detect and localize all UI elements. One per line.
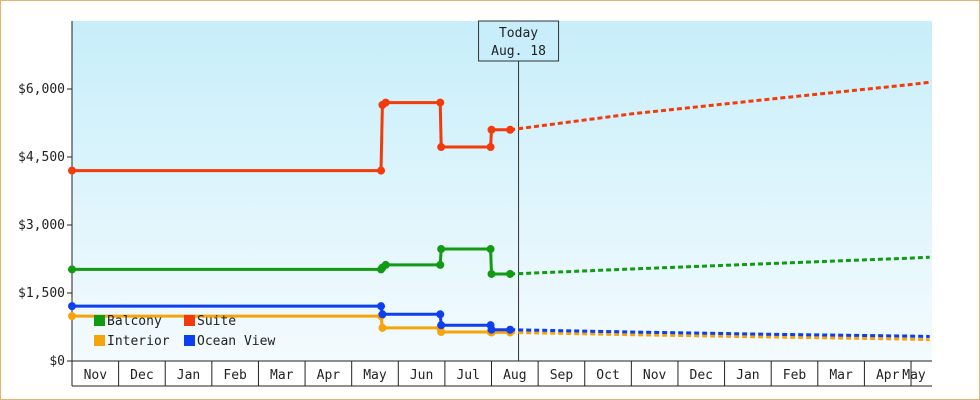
x-tick-label: Feb [223,368,247,383]
data-point-balcony [436,260,445,269]
data-point-balcony [381,260,390,269]
forecast-line-suite [510,80,930,132]
data-point-suite [487,125,496,134]
data-point-ocean-view [68,302,76,311]
x-tick-label: Apr [317,368,341,383]
data-point-suite [437,143,446,152]
x-tick-label: May [902,368,926,383]
legend-label-suite: Suite [197,314,236,329]
forecast-line-balcony [510,255,930,276]
data-point-balcony [437,245,446,254]
x-tick-label: Nov [84,368,108,383]
x-tick-label: Mar [829,368,853,383]
today-label: Today [499,26,538,41]
data-point-suite [381,98,390,107]
today-date: Aug. 18 [491,44,546,59]
data-point-ocean-view [487,325,496,334]
data-point-ocean-view [436,310,445,319]
data-point-ocean-view [506,325,515,334]
legend-label-interior: Interior [107,334,170,349]
x-tick-label: Apr [876,368,900,383]
y-tick-label: $1,500 [18,286,65,301]
y-tick-label: $0 [49,354,65,369]
x-tick-label: May [363,368,387,383]
x-tick-label: Mar [270,368,294,383]
legend-swatch-ocean-view [184,335,195,346]
data-point-suite [506,125,515,134]
data-point-suite [377,166,386,175]
today-label-box [478,20,560,62]
today-marker: Today Aug. 18 [478,20,560,361]
data-point-interior [378,323,387,332]
data-point-ocean-view [377,302,386,311]
x-tick-label: Jan [736,368,759,383]
legend-swatch-suite [184,315,195,326]
data-point-suite [436,98,445,107]
x-tick-label: Jan [177,368,200,383]
legend-label-balcony: Balcony [107,314,162,329]
forecast-line-interior [510,330,930,342]
data-point-ocean-view [437,321,446,330]
data-point-ocean-view [378,310,387,319]
data-point-balcony [487,269,496,278]
x-tick-label: Sep [550,368,574,383]
data-point-balcony [506,269,515,278]
x-tick-label: Jun [410,368,433,383]
series-layer [68,80,930,342]
x-axis: Nov Dec Jan Feb Mar Apr May Jun Jul Aug Sep Oct Nov D… [71,360,932,387]
legend-swatch-interior [94,335,105,346]
data-point-interior [437,327,446,336]
data-point-interior [68,312,76,321]
x-tick-label: Feb [783,368,807,383]
data-point-balcony [486,245,495,254]
y-tick-label: $6,000 [18,82,65,97]
y-axis: $0 $1,500 $3,000 $4,500 $6,000 [18,21,73,369]
data-point-suite [486,143,495,152]
y-tick-label: $3,000 [18,218,65,233]
forecast-line-ocean-view [510,328,930,338]
x-tick-label: Aug [503,368,526,383]
x-tick-label: Dec [690,368,713,383]
x-tick-label: Dec [130,368,153,383]
data-point-suite [68,166,76,175]
data-point-balcony [68,265,76,274]
y-tick-label: $4,500 [18,150,65,165]
plot-area [72,21,932,361]
x-tick-label: Nov [643,368,667,383]
legend-label-ocean-view: Ocean View [197,334,275,349]
legend: Balcony Suite Interior Ocean View [94,314,275,349]
x-tick-label: Jul [456,368,479,383]
x-tick-label: Oct [596,368,619,383]
legend-swatch-balcony [94,315,105,326]
